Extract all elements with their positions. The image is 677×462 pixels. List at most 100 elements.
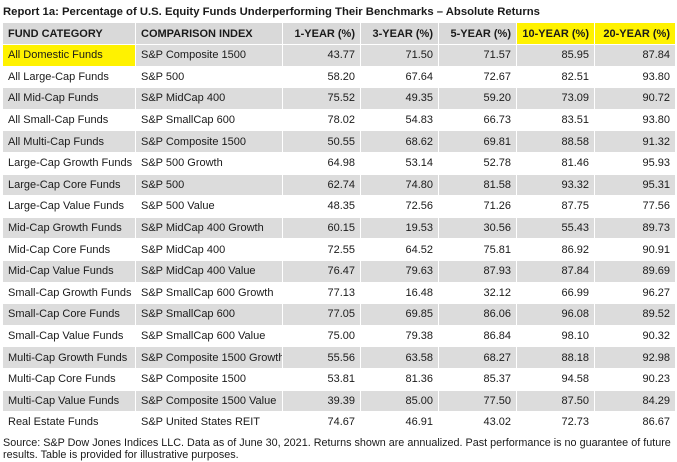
three-year-cell: 19.53 (360, 216, 439, 240)
one-year-cell: 72.55 (282, 238, 361, 261)
five-year-cell: 66.73 (438, 108, 517, 132)
fund-category-cell: All Mid-Cap Funds (2, 87, 136, 110)
one-year-cell: 77.13 (282, 281, 361, 305)
fund-category-cell: Small-Cap Value Funds (2, 324, 136, 348)
three-year-cell: 85.00 (360, 389, 439, 413)
fund-category-cell: All Domestic Funds (2, 44, 136, 67)
table-row: Large-Cap Growth Funds S&P 500 Growth 64.9… (2, 151, 676, 175)
report-title: Report 1a: Percentage of U.S. Equity Fun… (3, 6, 540, 18)
one-year-cell: 75.52 (282, 87, 361, 110)
table-row: Small-Cap Growth Funds S&P SmallCap 600 G… (2, 281, 676, 305)
header-3-year: 3-YEAR (%) (360, 22, 439, 45)
five-year-cell: 68.27 (438, 346, 517, 369)
comparison-index-cell: S&P 500 (135, 173, 283, 197)
five-year-cell: 81.58 (438, 173, 517, 197)
five-year-cell: 87.93 (438, 259, 517, 283)
three-year-cell: 64.52 (360, 238, 439, 261)
table-row: Mid-Cap Growth Funds S&P MidCap 400 Growt… (2, 216, 676, 240)
table-row: Large-Cap Core Funds S&P 500 62.74 74.80 81.… (2, 173, 676, 197)
one-year-cell: 74.67 (282, 411, 361, 434)
comparison-index-cell: S&P Composite 1500 (135, 367, 283, 391)
twenty-year-cell: 95.93 (594, 151, 676, 175)
three-year-cell: 68.62 (360, 130, 439, 153)
three-year-cell: 46.91 (360, 411, 439, 434)
five-year-cell: 86.84 (438, 324, 517, 348)
one-year-cell: 58.20 (282, 65, 361, 89)
fund-category-cell: Multi-Cap Growth Funds (2, 346, 136, 369)
twenty-year-cell: 92.98 (594, 346, 676, 369)
table-row: Large-Cap Value Funds S&P 500 Value 48.35 7… (2, 195, 676, 218)
twenty-year-cell: 87.84 (594, 44, 676, 67)
twenty-year-cell: 89.73 (594, 216, 676, 240)
twenty-year-cell: 90.72 (594, 87, 676, 110)
one-year-cell: 62.74 (282, 173, 361, 197)
fund-category-cell: Mid-Cap Value Funds (2, 259, 136, 283)
fund-category-cell: Real Estate Funds (2, 411, 136, 434)
fund-category-cell: Large-Cap Value Funds (2, 195, 136, 218)
three-year-cell: 63.58 (360, 346, 439, 369)
twenty-year-cell: 96.27 (594, 281, 676, 305)
comparison-index-cell: S&P Composite 1500 Value (135, 389, 283, 413)
twenty-year-cell: 90.23 (594, 367, 676, 391)
one-year-cell: 50.55 (282, 130, 361, 153)
comparison-index-cell: S&P Composite 1500 Growth (135, 346, 283, 369)
table-row: Multi-Cap Growth Funds S&P Composite 1500… (2, 346, 676, 369)
table-row: Mid-Cap Value Funds S&P MidCap 400 Value 7… (2, 259, 676, 283)
fund-category-cell: Multi-Cap Core Funds (2, 367, 136, 391)
table-row: All Mid-Cap Funds S&P MidCap 400 75.52 49.3… (2, 87, 676, 110)
five-year-cell: 43.02 (438, 411, 517, 434)
header-20-year: 20-YEAR (%) (594, 22, 676, 45)
comparison-index-cell: S&P 500 Growth (135, 151, 283, 175)
comparison-index-cell: S&P 500 (135, 65, 283, 89)
table-row: All Large-Cap Funds S&P 500 58.20 67.64 72.6… (2, 65, 676, 89)
five-year-cell: 71.26 (438, 195, 517, 218)
twenty-year-cell: 89.52 (594, 303, 676, 326)
table-row: All Multi-Cap Funds S&P Composite 1500 50.… (2, 130, 676, 153)
five-year-cell: 59.20 (438, 87, 517, 110)
table-row: All Small-Cap Funds S&P SmallCap 600 78.02… (2, 108, 676, 132)
twenty-year-cell: 89.69 (594, 259, 676, 283)
one-year-cell: 60.15 (282, 216, 361, 240)
twenty-year-cell: 95.31 (594, 173, 676, 197)
comparison-index-cell: S&P 500 Value (135, 195, 283, 218)
five-year-cell: 30.56 (438, 216, 517, 240)
fund-category-cell: Mid-Cap Growth Funds (2, 216, 136, 240)
one-year-cell: 39.39 (282, 389, 361, 413)
comparison-index-cell: S&P MidCap 400 (135, 238, 283, 261)
one-year-cell: 77.05 (282, 303, 361, 326)
twenty-year-cell: 86.67 (594, 411, 676, 434)
fund-category-cell: Small-Cap Growth Funds (2, 281, 136, 305)
table-row: Small-Cap Core Funds S&P SmallCap 600 77.0… (2, 303, 676, 326)
table-row: Multi-Cap Core Funds S&P Composite 1500 53… (2, 367, 676, 391)
three-year-cell: 67.64 (360, 65, 439, 89)
fund-category-cell: All Multi-Cap Funds (2, 130, 136, 153)
fund-category-cell: Large-Cap Growth Funds (2, 151, 136, 175)
five-year-cell: 75.81 (438, 238, 517, 261)
table-row: Mid-Cap Core Funds S&P MidCap 400 72.55 64.… (2, 238, 676, 261)
five-year-cell: 71.57 (438, 44, 517, 67)
ten-year-cell: 73.09 (516, 87, 595, 110)
table-row: All Domestic Funds S&P Composite 1500 43.7… (2, 44, 676, 67)
one-year-cell: 53.81 (282, 367, 361, 391)
one-year-cell: 43.77 (282, 44, 361, 67)
ten-year-cell: 81.46 (516, 151, 595, 175)
fund-category-cell: All Large-Cap Funds (2, 65, 136, 89)
ten-year-cell: 66.99 (516, 281, 595, 305)
twenty-year-cell: 91.32 (594, 130, 676, 153)
three-year-cell: 49.35 (360, 87, 439, 110)
ten-year-cell: 86.92 (516, 238, 595, 261)
ten-year-cell: 88.18 (516, 346, 595, 369)
fund-category-cell: Mid-Cap Core Funds (2, 238, 136, 261)
ten-year-cell: 72.73 (516, 411, 595, 434)
twenty-year-cell: 90.32 (594, 324, 676, 348)
one-year-cell: 64.98 (282, 151, 361, 175)
twenty-year-cell: 93.80 (594, 65, 676, 89)
twenty-year-cell: 93.80 (594, 108, 676, 132)
ten-year-cell: 87.75 (516, 195, 595, 218)
three-year-cell: 16.48 (360, 281, 439, 305)
one-year-cell: 75.00 (282, 324, 361, 348)
ten-year-cell: 87.50 (516, 389, 595, 413)
ten-year-cell: 82.51 (516, 65, 595, 89)
five-year-cell: 52.78 (438, 151, 517, 175)
three-year-cell: 74.80 (360, 173, 439, 197)
